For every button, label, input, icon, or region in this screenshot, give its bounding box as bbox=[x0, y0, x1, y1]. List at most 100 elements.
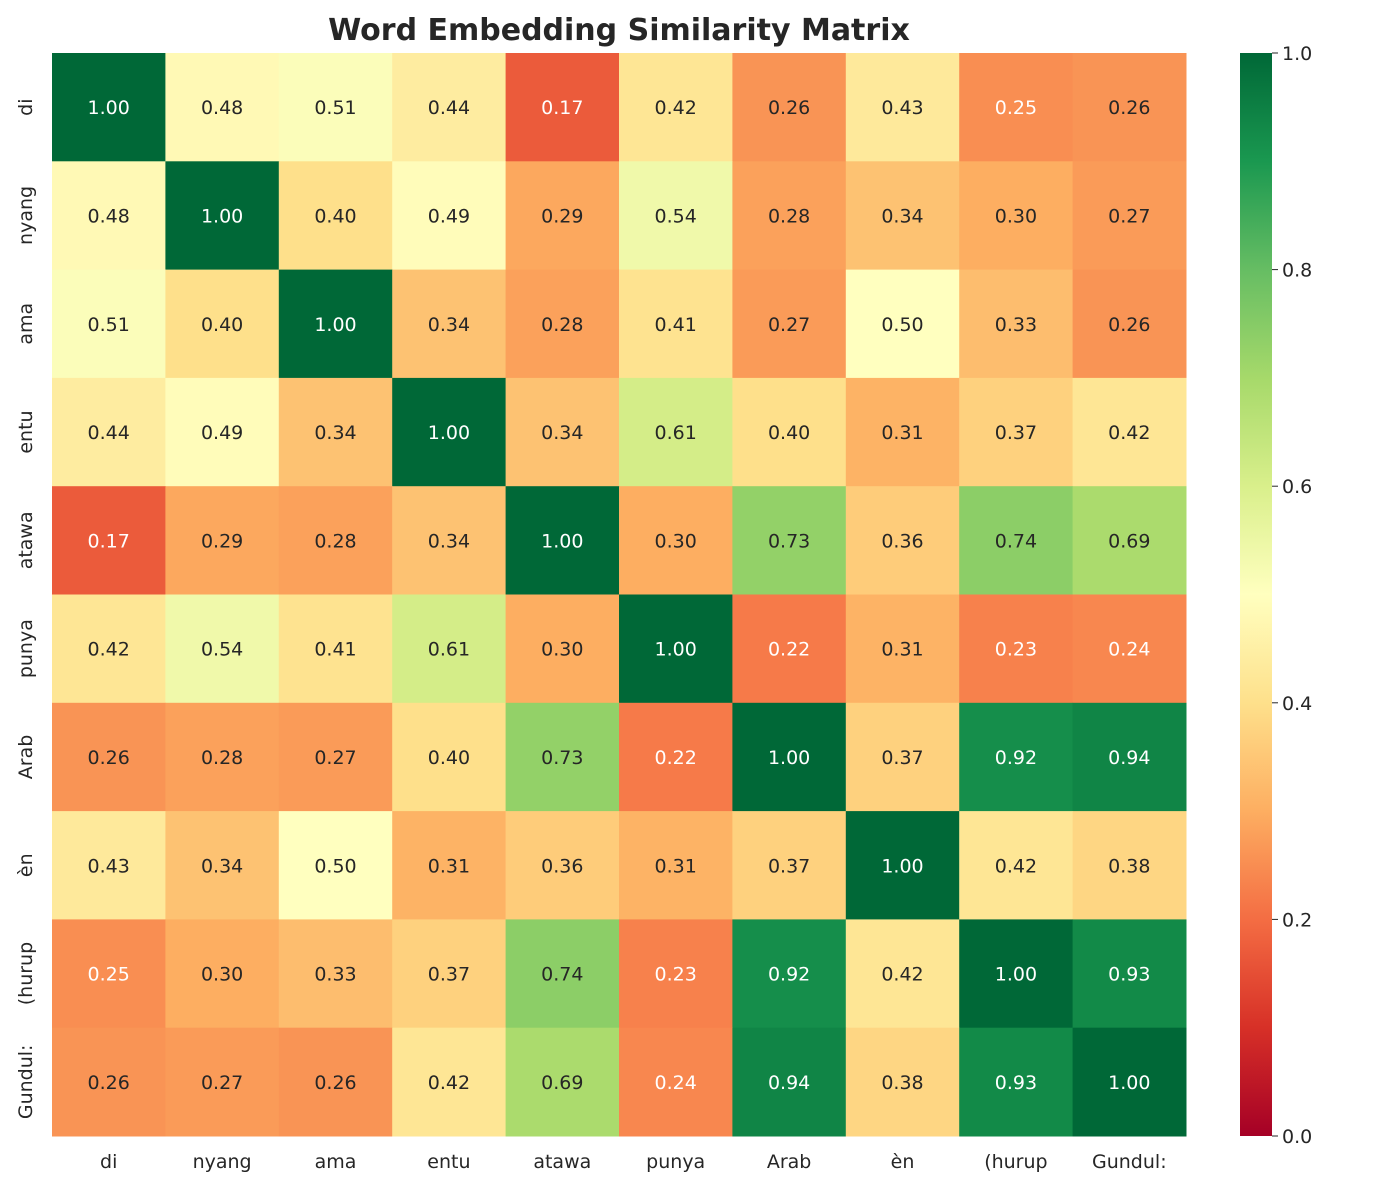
heatmap-cell bbox=[959, 161, 1074, 271]
heatmap-cell bbox=[1072, 702, 1187, 812]
heatmap-cell bbox=[278, 377, 393, 487]
cell-value-label: 0.48 bbox=[88, 205, 130, 227]
heatmap-cell bbox=[845, 702, 960, 812]
cell-value-label: 0.42 bbox=[655, 97, 697, 119]
heatmap-cell bbox=[165, 1027, 280, 1137]
x-tick-label: Arab bbox=[767, 1151, 812, 1173]
cell-value-label: 1.00 bbox=[201, 205, 243, 227]
x-tick-label: di bbox=[100, 1151, 117, 1173]
colorbar-tick-label: 0.8 bbox=[1282, 260, 1312, 282]
heatmap-cell bbox=[278, 811, 393, 920]
heatmap-cell bbox=[619, 919, 733, 1029]
heatmap-cell bbox=[278, 594, 393, 704]
heatmap-cell bbox=[619, 377, 733, 487]
heatmap-cell bbox=[845, 919, 960, 1029]
cell-value-label: 0.27 bbox=[1108, 205, 1150, 227]
y-tick-label: Arab bbox=[15, 735, 37, 780]
heatmap-cell bbox=[959, 702, 1074, 812]
heatmap-cell bbox=[52, 53, 166, 162]
heatmap-cell bbox=[732, 486, 847, 595]
heatmap-cell bbox=[278, 919, 393, 1029]
cell-value-label: 1.00 bbox=[314, 314, 356, 336]
y-tick-label: atawa bbox=[15, 511, 37, 569]
chart-title: Word Embedding Similarity Matrix bbox=[328, 13, 910, 48]
cell-value-label: 0.94 bbox=[1108, 747, 1150, 769]
heatmap-cell bbox=[1072, 1027, 1187, 1137]
heatmap-cell bbox=[732, 377, 847, 487]
heatmap-cell bbox=[845, 486, 960, 595]
heatmap-cell bbox=[732, 594, 847, 704]
cell-value-label: 0.27 bbox=[768, 314, 810, 336]
heatmap-cell bbox=[845, 161, 960, 271]
heatmap-cells: 1.00 0.48 0.51 0.44 0.17 0.42 0.26 0.43 0.25 0.26… bbox=[52, 53, 1187, 1137]
cell-value-label: 0.61 bbox=[655, 422, 697, 444]
heatmap-cell bbox=[505, 377, 620, 487]
cell-value-label: 0.34 bbox=[428, 314, 470, 336]
cell-value-label: 0.37 bbox=[428, 964, 470, 986]
heatmap-cell bbox=[732, 702, 847, 812]
heatmap-cell bbox=[165, 53, 280, 162]
cell-value-label: 0.38 bbox=[1108, 855, 1150, 877]
heatmap-cell bbox=[165, 702, 280, 812]
heatmap-cell bbox=[278, 53, 393, 162]
heatmap-cell bbox=[845, 811, 960, 920]
heatmap-cell bbox=[505, 486, 620, 595]
cell-value-label: 0.51 bbox=[88, 314, 130, 336]
cell-value-label: 0.73 bbox=[541, 747, 583, 769]
heatmap-cell bbox=[959, 269, 1074, 379]
cell-value-label: 0.22 bbox=[768, 639, 810, 661]
cell-value-label: 0.23 bbox=[655, 964, 697, 986]
colorbar bbox=[1240, 53, 1272, 1136]
colorbar-tick-label: 1.0 bbox=[1282, 43, 1312, 65]
x-tick-label: entu bbox=[427, 1151, 470, 1173]
colorbar-tick-label: 0.4 bbox=[1282, 693, 1312, 715]
cell-value-label: 0.42 bbox=[88, 639, 130, 661]
cell-value-label: 0.30 bbox=[541, 639, 583, 661]
cell-value-label: 0.27 bbox=[201, 1072, 243, 1094]
heatmap-cell bbox=[392, 377, 507, 487]
cell-value-label: 0.43 bbox=[881, 97, 923, 119]
heatmap-cell bbox=[392, 161, 507, 271]
heatmap-cell bbox=[392, 269, 507, 379]
cell-value-label: 0.49 bbox=[201, 422, 243, 444]
colorbar-ticks: 0.0 0.2 0.4 0.6 0.8 1.0 bbox=[1272, 43, 1312, 1148]
cell-value-label: 0.61 bbox=[428, 639, 470, 661]
cell-value-label: 0.31 bbox=[881, 639, 923, 661]
cell-value-label: 0.17 bbox=[541, 97, 583, 119]
cell-value-label: 0.36 bbox=[881, 530, 923, 552]
cell-value-label: 0.30 bbox=[995, 205, 1037, 227]
cell-value-label: 0.43 bbox=[88, 855, 130, 877]
heatmap-cell bbox=[1072, 269, 1187, 379]
heatmap-cell bbox=[165, 594, 280, 704]
cell-value-label: 0.26 bbox=[88, 747, 130, 769]
heatmap-cell bbox=[165, 269, 280, 379]
cell-value-label: 0.36 bbox=[541, 855, 583, 877]
y-tick-label: (hurup bbox=[15, 942, 37, 1005]
cell-value-label: 1.00 bbox=[1108, 1072, 1150, 1094]
cell-value-label: 0.44 bbox=[88, 422, 130, 444]
heatmap-cell bbox=[392, 594, 507, 704]
y-tick-label: di bbox=[15, 98, 37, 115]
heatmap-cell bbox=[619, 161, 733, 271]
cell-value-label: 0.33 bbox=[314, 964, 356, 986]
heatmap-cell bbox=[392, 1027, 507, 1137]
cell-value-label: 0.40 bbox=[768, 422, 810, 444]
cell-value-label: 0.41 bbox=[314, 639, 356, 661]
heatmap-cell bbox=[732, 53, 847, 162]
heatmap-cell bbox=[278, 161, 393, 271]
cell-value-label: 0.31 bbox=[655, 855, 697, 877]
cell-value-label: 0.42 bbox=[881, 964, 923, 986]
x-tick-label: èn bbox=[891, 1151, 915, 1173]
heatmap-cell bbox=[278, 486, 393, 595]
cell-value-label: 0.49 bbox=[428, 205, 470, 227]
cell-value-label: 0.28 bbox=[768, 205, 810, 227]
colorbar-tick-label: 0.0 bbox=[1282, 1126, 1312, 1148]
cell-value-label: 0.30 bbox=[655, 530, 697, 552]
heatmap-cell bbox=[278, 702, 393, 812]
heatmap-cell bbox=[959, 1027, 1074, 1137]
cell-value-label: 0.26 bbox=[768, 97, 810, 119]
cell-value-label: 0.93 bbox=[995, 1072, 1037, 1094]
heatmap-cell bbox=[1072, 594, 1187, 704]
x-tick-label: atawa bbox=[533, 1151, 591, 1173]
cell-value-label: 0.40 bbox=[201, 314, 243, 336]
